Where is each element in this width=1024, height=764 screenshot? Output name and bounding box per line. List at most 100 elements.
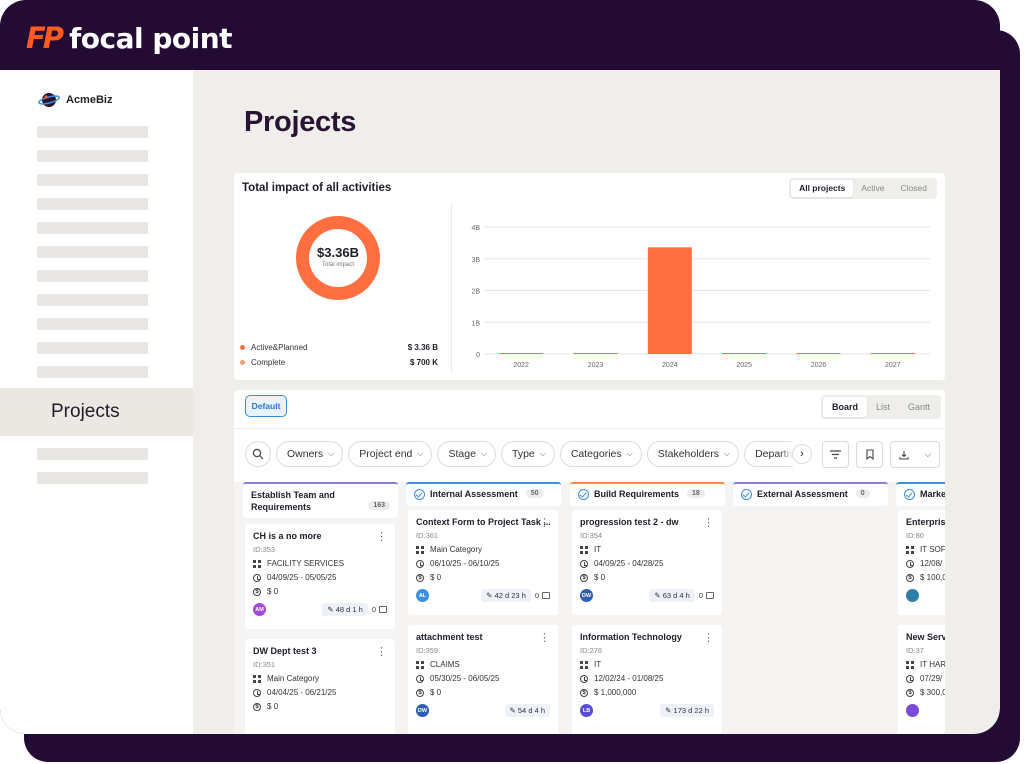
project-id: ID:80 [906, 531, 924, 540]
comments-count[interactable]: 0 [535, 591, 550, 600]
project-id: ID:354 [580, 531, 603, 540]
bar[interactable] [722, 353, 767, 354]
card-footer: DW ✎ 54 d 4 h [416, 704, 550, 717]
column-header[interactable]: Build Requirements 18 [570, 482, 725, 506]
filter-label: Project end [359, 448, 413, 460]
project-card[interactable]: progression test 2 - dw ⋮ ID:354 IT 04/0… [572, 510, 722, 615]
duration-chip: ✎ 63 d 4 h [649, 589, 695, 602]
filter-all-projects[interactable]: All projects [791, 180, 854, 197]
project-amount: $ $ 0 [253, 587, 387, 596]
nav-item[interactable] [37, 150, 148, 162]
nav-item[interactable] [37, 472, 148, 484]
project-dates: 04/09/25 - 05/05/25 [253, 573, 387, 582]
chevron-down-icon: ⌵ [626, 449, 633, 458]
sidebar-item-projects[interactable]: Projects [0, 388, 193, 436]
tab-gantt[interactable]: Gantt [907, 402, 930, 412]
filter-departments[interactable]: Departme [744, 441, 793, 467]
bar[interactable] [573, 353, 618, 354]
project-card[interactable]: New Serve ID:37 IT HARD 07/29/ $ $ 300,0 [898, 625, 945, 734]
filter-owners[interactable]: Owners ⌵ [276, 441, 344, 467]
filter-label: Stakeholders [657, 448, 719, 460]
nav-item[interactable] [37, 366, 148, 378]
column-header[interactable]: External Assessment 0 [733, 482, 888, 506]
project-dates: 04/09/25 - 04/28/25 [580, 559, 714, 568]
default-view-button[interactable]: Default [245, 395, 287, 417]
bookmark-icon [865, 449, 874, 460]
column-header[interactable]: Internal Assessment 50 [406, 482, 561, 506]
project-card[interactable]: attachment test ⋮ ID:359 CLAIMS 05/30/25… [408, 625, 558, 734]
legend-label: Complete [251, 357, 286, 367]
filter-active[interactable]: Active [861, 183, 885, 193]
clock-icon [253, 688, 261, 697]
project-card[interactable]: Information Technology ⋮ ID:276 IT 12/02… [572, 625, 722, 734]
search-button[interactable] [245, 441, 271, 467]
avatar[interactable]: AM [253, 603, 266, 616]
project-card[interactable]: Context Form to Project Task ... ⋮ ID:36… [408, 510, 558, 615]
nav-item[interactable] [37, 246, 148, 258]
project-id: ID:353 [253, 545, 276, 554]
avatar[interactable]: LB [580, 704, 593, 717]
sort-button[interactable] [822, 441, 849, 468]
category-text: IT SOFT [920, 545, 945, 554]
avatar[interactable]: DW [416, 704, 429, 717]
card-footer: LB ✎ 173 d 22 h [580, 704, 714, 717]
project-amount: $ $ 0 [416, 688, 550, 697]
project-card[interactable]: Enterprise ID:80 IT SOFT 12/08/ $ $ 100,0 [898, 510, 945, 615]
comments-count[interactable]: 0 [372, 605, 387, 614]
impact-card: Total impact of all activities All proje… [234, 173, 945, 380]
more-icon[interactable]: ⋮ [539, 517, 550, 529]
filter-categories[interactable]: Categories ⌵ [559, 441, 642, 467]
project-title: CH is a no more [253, 531, 322, 541]
export-button[interactable]: ⌵ [890, 441, 940, 468]
nav-item[interactable] [37, 270, 148, 282]
avatar[interactable] [906, 704, 919, 717]
nav-item[interactable] [37, 222, 148, 234]
nav-item[interactable] [37, 198, 148, 210]
bar[interactable] [870, 353, 915, 354]
more-icon[interactable]: ⋮ [376, 531, 387, 543]
project-amount: $ $ 0 [580, 573, 714, 582]
tab-board[interactable]: Board [822, 397, 867, 417]
legend-complete: Complete $ 700 K [240, 355, 438, 369]
nav-item[interactable] [37, 174, 148, 186]
more-icon[interactable]: ⋮ [703, 632, 714, 644]
nav-item[interactable] [37, 294, 148, 306]
filter-project-end[interactable]: Project end ⌵ [348, 441, 433, 467]
bar[interactable] [499, 353, 544, 354]
project-card[interactable]: CH is a no more ⋮ ID:353 FACILITY SERVIC… [245, 524, 395, 629]
pencil-icon: ✎ [486, 591, 495, 600]
bookmark-button[interactable] [856, 441, 883, 468]
card-footer [906, 589, 945, 602]
project-title: Information Technology [580, 632, 682, 642]
duration-text: 54 d 4 h [517, 706, 545, 715]
nav-item[interactable] [37, 318, 148, 330]
comments-count[interactable]: 0 [699, 591, 714, 600]
avatar[interactable]: DW [580, 589, 593, 602]
org-switcher[interactable]: AcmeBiz [38, 90, 112, 110]
download-icon [899, 450, 909, 460]
more-icon[interactable]: ⋮ [539, 632, 550, 644]
filter-stage[interactable]: Stage ⌵ [437, 441, 496, 467]
bar[interactable] [647, 247, 692, 354]
filter-type[interactable]: Type ⌵ [501, 441, 555, 467]
more-icon[interactable]: ⋮ [703, 517, 714, 529]
chevron-down-icon: ⌵ [328, 449, 335, 458]
column-header[interactable]: Establish Team and Requirements 163 [243, 482, 398, 518]
nav-item[interactable] [37, 448, 148, 460]
more-icon[interactable]: ⋮ [376, 646, 387, 658]
avatar[interactable]: AL [416, 589, 429, 602]
avatar[interactable] [906, 589, 919, 602]
duration-text: 173 d 22 h [673, 706, 709, 715]
category-icon [906, 660, 914, 669]
scroll-right-button[interactable]: › [792, 444, 812, 464]
brand-mark: FP [26, 21, 64, 55]
nav-item[interactable] [37, 126, 148, 138]
nav-item[interactable] [37, 342, 148, 354]
comments-text: 0 [371, 605, 376, 614]
filter-closed[interactable]: Closed [900, 183, 927, 193]
filter-stakeholders[interactable]: Stakeholders ⌵ [646, 441, 740, 467]
bar[interactable] [796, 353, 841, 354]
tab-list[interactable]: List [875, 402, 890, 412]
project-card[interactable]: DW Dept test 3 ⋮ ID:351 Main Category 04… [245, 639, 395, 734]
column-header[interactable]: Marke [896, 482, 945, 506]
